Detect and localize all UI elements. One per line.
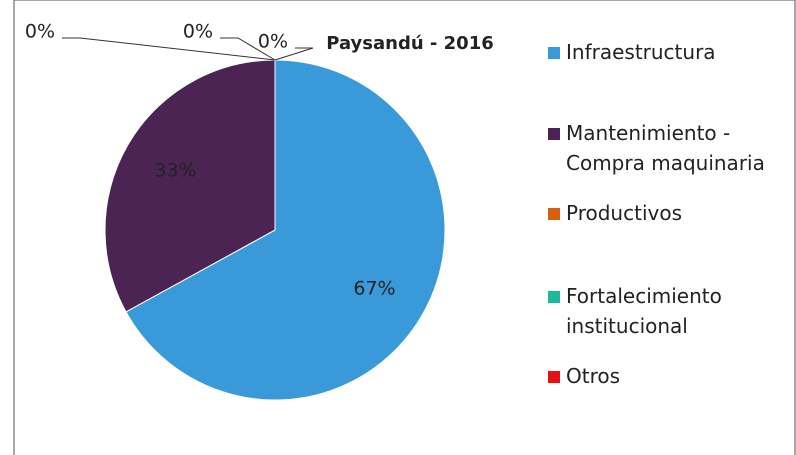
legend-label: Mantenimiento - Compra maquinaria [566, 121, 765, 175]
legend-label: Otros [566, 364, 621, 388]
legend-item: Productivos [548, 198, 788, 228]
data-label: 0% [258, 31, 288, 53]
data-label: 33% [154, 160, 196, 182]
leader-line [62, 37, 276, 61]
pie-slice [125, 59, 446, 401]
legend-swatch [548, 208, 560, 220]
legend-swatch [548, 371, 560, 383]
legend-label: Productivos [566, 201, 682, 225]
data-label: 0% [183, 21, 213, 43]
pie-slice [104, 59, 276, 313]
legend-item: Mantenimiento - Compra maquinaria [548, 118, 788, 178]
frame [13, 0, 796, 455]
leader-line [220, 37, 276, 61]
chart-title: Paysandú - 2016 [326, 33, 494, 54]
legend-item: Fortalecimiento institucional [548, 281, 788, 341]
legend-swatch [548, 128, 560, 140]
legend-label: Fortalecimiento institucional [566, 284, 722, 338]
data-label: 0% [25, 21, 55, 43]
legend-label: Infraestructura [566, 40, 716, 64]
leader-line [274, 47, 314, 61]
legend-swatch [548, 291, 560, 303]
legend-swatch [548, 47, 560, 59]
data-label: 67% [353, 277, 395, 299]
legend-item: Otros [548, 361, 788, 391]
legend-item: Infraestructura [548, 37, 788, 67]
